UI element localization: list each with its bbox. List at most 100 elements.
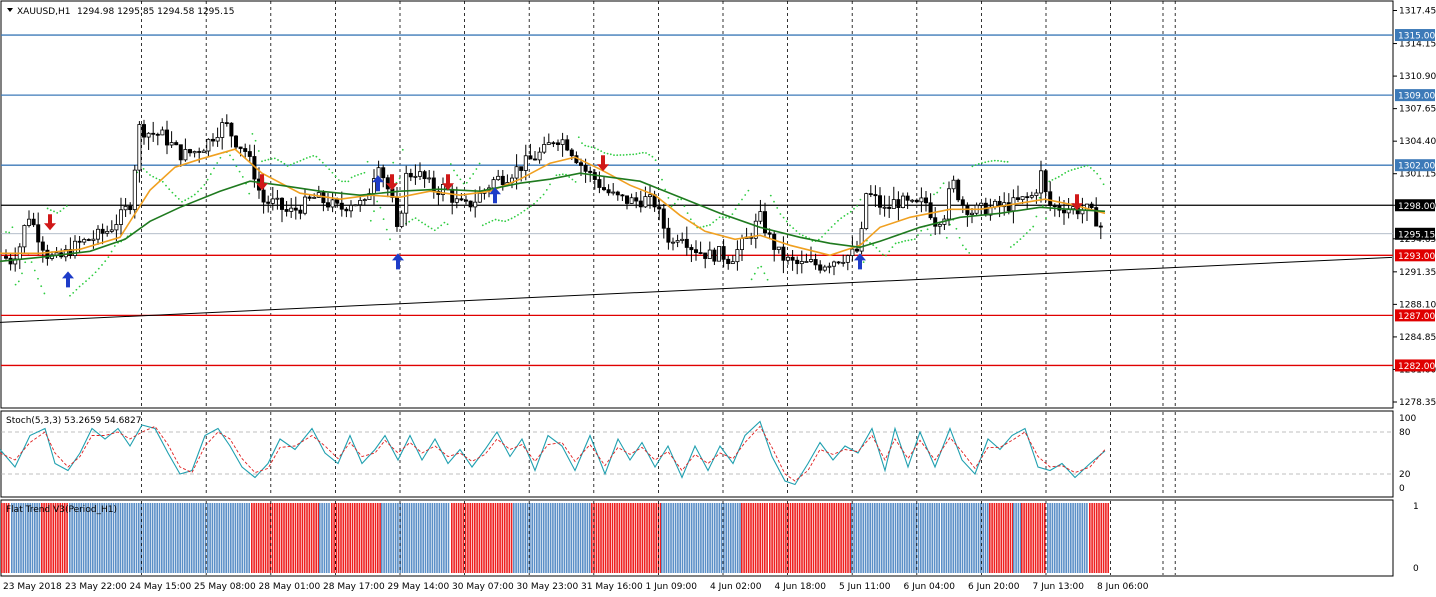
envelope-dot bbox=[641, 151, 644, 154]
bear-histogram-bar bbox=[1100, 503, 1103, 573]
bull-histogram-bar bbox=[890, 503, 892, 573]
bull-histogram-bar bbox=[883, 503, 885, 573]
envelope-dot bbox=[997, 159, 999, 162]
envelope-dot bbox=[376, 200, 379, 203]
bull-histogram-bar bbox=[915, 503, 917, 573]
bear-candle bbox=[31, 218, 36, 226]
envelope-dot bbox=[78, 285, 81, 288]
bear-candle bbox=[500, 175, 505, 186]
envelope-dot bbox=[961, 244, 964, 247]
bear-histogram-bar bbox=[1027, 503, 1030, 573]
bear-candle bbox=[261, 189, 266, 203]
bear-histogram-bar bbox=[639, 503, 641, 573]
trendline[interactable] bbox=[0, 256, 1393, 323]
sell-arrow-icon bbox=[1071, 194, 1083, 211]
bull-histogram-bar bbox=[950, 503, 952, 573]
bull-candle bbox=[496, 175, 501, 181]
bull-histogram-bar bbox=[880, 503, 883, 573]
bear-histogram-bar bbox=[57, 503, 59, 573]
bear-candle bbox=[602, 187, 607, 191]
bull-histogram-bar bbox=[529, 503, 531, 573]
time-tick-label: 23 May 22:00 bbox=[65, 582, 127, 592]
bear-candle bbox=[868, 193, 873, 196]
bull-histogram-bar bbox=[98, 503, 101, 573]
envelope-dot bbox=[712, 221, 715, 224]
envelope-dot bbox=[344, 180, 347, 183]
envelope-dot bbox=[795, 230, 798, 232]
envelope-dot bbox=[731, 213, 734, 216]
bear-histogram-bar bbox=[1007, 503, 1009, 573]
bull-histogram-bar bbox=[397, 503, 399, 573]
envelope-dot bbox=[193, 193, 196, 196]
bear-candle bbox=[763, 211, 768, 234]
envelope-dot bbox=[833, 222, 836, 225]
envelope-dot bbox=[888, 250, 891, 253]
bull-histogram-bar bbox=[982, 503, 984, 573]
bull-histogram-bar bbox=[75, 503, 78, 573]
envelope-dot bbox=[977, 163, 980, 165]
envelope-dot bbox=[334, 175, 337, 178]
bull-histogram-bar bbox=[415, 503, 418, 573]
bull-histogram-bar bbox=[420, 503, 422, 573]
bear-candle bbox=[1089, 203, 1094, 208]
horizontal-levels[interactable] bbox=[1, 34, 1393, 367]
bull-histogram-bar bbox=[667, 503, 670, 573]
bull-histogram-bar bbox=[531, 503, 533, 573]
bull-candle bbox=[417, 171, 422, 177]
envelope-dot bbox=[1022, 235, 1025, 238]
bull-histogram-bar bbox=[536, 503, 538, 573]
flat-trend-panel[interactable]: 10 Flat Trend V3(Period_H1) bbox=[0, 499, 1419, 577]
bull-histogram-bar bbox=[78, 503, 80, 573]
stochastic-panel[interactable]: 100 80 20 0 Stoch(5,3,3) 53.2659 54.6827 bbox=[0, 410, 1416, 498]
bear-candle bbox=[928, 202, 933, 219]
bear-candle bbox=[279, 197, 284, 210]
envelope-dot bbox=[309, 155, 311, 158]
bear-histogram-bar bbox=[351, 503, 354, 573]
bull-candle bbox=[491, 179, 496, 189]
bull-histogram-bar bbox=[156, 503, 158, 573]
bull-histogram-bar bbox=[957, 503, 959, 573]
envelope-dot bbox=[325, 164, 327, 167]
bull-histogram-bar bbox=[693, 503, 695, 573]
envelope-dot bbox=[622, 154, 625, 156]
price-panel[interactable]: 1317.45 1314.15 1310.90 1307.65 1304.40 1301.… bbox=[0, 0, 1436, 409]
bear-candle bbox=[661, 208, 666, 229]
envelope-dot bbox=[1025, 232, 1028, 234]
bear-histogram-bar bbox=[831, 503, 833, 573]
bull-candle bbox=[348, 205, 353, 212]
envelope-dot bbox=[40, 285, 43, 288]
bull-histogram-bar bbox=[1056, 503, 1058, 573]
envelope-dot bbox=[360, 172, 363, 175]
bull-histogram-bar bbox=[977, 503, 980, 573]
bull-candle bbox=[82, 239, 87, 243]
envelope-dot bbox=[801, 234, 804, 237]
bear-histogram-bar bbox=[1009, 503, 1012, 573]
envelope-dot bbox=[494, 218, 497, 221]
bull-histogram-bar bbox=[565, 503, 568, 573]
bear-candle bbox=[468, 200, 473, 208]
envelope-dot bbox=[33, 269, 36, 272]
bear-histogram-bar bbox=[1034, 503, 1037, 573]
level-tag-box bbox=[1395, 29, 1435, 42]
bear-candle bbox=[813, 259, 818, 266]
collapse-triangle-icon[interactable] bbox=[7, 8, 13, 12]
price-tick-label: 1304.40 bbox=[1399, 137, 1436, 147]
bull-histogram-bar bbox=[936, 503, 938, 573]
sell-arrow-icon bbox=[386, 174, 398, 191]
envelope-dot bbox=[894, 242, 897, 245]
bear-candle bbox=[284, 209, 289, 212]
bear-histogram-bar bbox=[497, 503, 499, 573]
ohlc-header: 1294.98 1295.85 1294.58 1295.15 bbox=[77, 7, 234, 17]
bull-histogram-bar bbox=[89, 503, 92, 573]
bear-histogram-bar bbox=[1089, 503, 1091, 573]
bear-candle bbox=[307, 196, 312, 199]
bear-histogram-bar bbox=[630, 503, 632, 573]
bear-histogram-bar bbox=[750, 503, 752, 573]
bear-histogram-bar bbox=[782, 503, 785, 573]
bull-histogram-bar bbox=[392, 503, 395, 573]
envelope-dot bbox=[661, 178, 663, 181]
bull-histogram-bar bbox=[661, 503, 663, 573]
envelope-dot bbox=[181, 200, 183, 203]
bear-histogram-bar bbox=[492, 503, 494, 573]
